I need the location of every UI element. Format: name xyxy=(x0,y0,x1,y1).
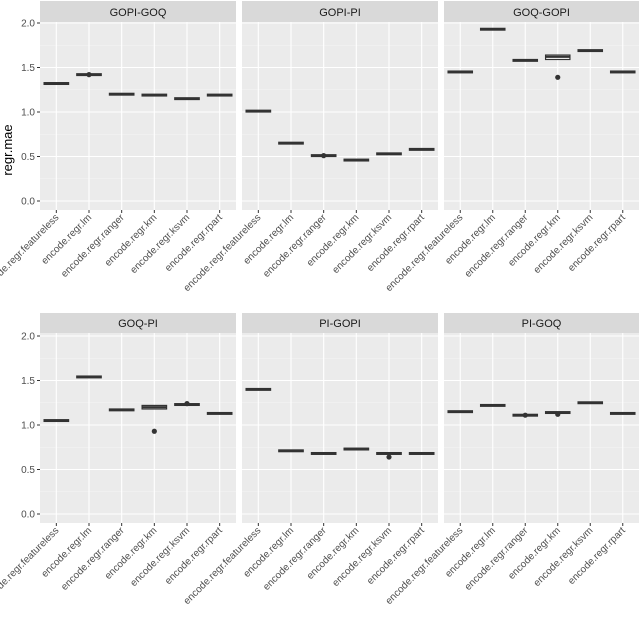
y-tick-label: 1.0 xyxy=(21,421,35,432)
y-tick-label: 2.0 xyxy=(21,19,35,30)
y-tick-label: 0.5 xyxy=(21,152,35,163)
x-tick-label: encode.regr.ksvm xyxy=(129,212,193,276)
y-tick-label: 0.5 xyxy=(21,465,35,476)
facet-strip xyxy=(242,1,438,22)
y-axis-label: regr.mae xyxy=(0,124,15,175)
outlier-point xyxy=(386,454,392,460)
facet-strip xyxy=(40,1,236,22)
panel-background xyxy=(40,333,236,523)
facet-title: GOPI-GOQ xyxy=(110,7,167,19)
x-tick-label: encode.regr.rpart xyxy=(566,525,628,587)
facet-strip xyxy=(40,313,236,333)
outlier-point xyxy=(184,401,190,407)
facet-panel-gopi-goq: GOPI-GOQencode.regr.featurelessencode.re… xyxy=(0,1,236,294)
facet-title: PI-GOQ xyxy=(522,318,562,330)
outlier-point xyxy=(555,74,561,80)
outlier-point xyxy=(555,411,561,417)
y-tick-label: 0.0 xyxy=(21,197,35,208)
y-tick-label: 1.0 xyxy=(21,108,35,119)
panel-background xyxy=(242,333,438,523)
outlier-point xyxy=(151,428,157,434)
panel-background xyxy=(40,22,236,210)
facet-strip xyxy=(444,1,639,22)
facet-title: GOQ-GOPI xyxy=(513,7,570,19)
x-tick-label: encode.regr.ksvm xyxy=(331,212,395,276)
y-tick-label: 2.0 xyxy=(21,332,35,343)
facet-panel-goq-pi: GOQ-PIencode.regr.featurelessencode.regr… xyxy=(0,313,236,607)
panel-background xyxy=(242,22,438,210)
x-tick-label: encode.regr.rpart xyxy=(566,212,628,274)
outlier-point xyxy=(86,72,92,78)
panel-background xyxy=(444,333,639,523)
x-tick-label: encode.regr.ksvm xyxy=(331,525,395,589)
outlier-point xyxy=(321,153,327,159)
facet-strip xyxy=(242,313,438,333)
facet-title: PI-GOPI xyxy=(319,318,361,330)
x-tick-label: encode.regr.ksvm xyxy=(532,212,596,276)
x-tick-label: encode.regr.ksvm xyxy=(532,525,596,589)
facet-title: GOQ-PI xyxy=(118,318,158,330)
panel-background xyxy=(444,22,639,210)
x-tick-label: encode.regr.ksvm xyxy=(129,525,193,589)
facet-title: GOPI-PI xyxy=(319,7,361,19)
outlier-point xyxy=(522,412,528,418)
y-tick-label: 0.0 xyxy=(21,510,35,521)
y-tick-label: 1.5 xyxy=(21,376,35,387)
facet-strip xyxy=(444,313,639,333)
y-tick-label: 1.5 xyxy=(21,63,35,74)
